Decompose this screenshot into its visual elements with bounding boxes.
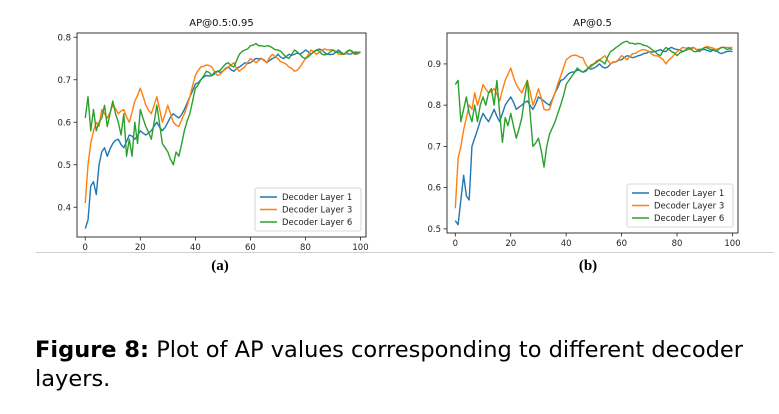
- legend-box: [626, 183, 734, 228]
- y-tick-label: 0.9: [427, 60, 441, 70]
- x-tick-label: 100: [352, 243, 368, 253]
- y-tick-label: 0.6: [427, 184, 441, 194]
- legend-box: [254, 187, 362, 232]
- x-tick-label: 80: [300, 243, 311, 253]
- y-tick-label: 0.8: [427, 101, 441, 111]
- y-tick-label: 0.7: [427, 142, 441, 152]
- chart-panel-0: AP@0.5:0.95 0 20 40 60 80 100 0.4 0.5 0.6 0.7 0.8 De…: [57, 18, 368, 253]
- x-tick-label: 80: [672, 239, 683, 249]
- x-tick-label: 20: [135, 243, 146, 253]
- y-tick-label: 0.4: [57, 203, 71, 213]
- panel-label-a: (a): [211, 258, 229, 274]
- series-line-3: [454, 40, 733, 168]
- x-tick-label: 0: [83, 243, 88, 253]
- y-tick-label: 0.5: [57, 161, 71, 171]
- x-tick-label: 40: [190, 243, 201, 253]
- legend-entry: Decoder Layer 3: [654, 202, 724, 212]
- legend-entry: Decoder Layer 6: [282, 218, 352, 228]
- series-line-2: [84, 48, 361, 204]
- chart-panel-1: AP@0.5 0 20 40 60 80 100 0.5 0.6 0.7 0.8 0.9 Decoder…: [427, 18, 740, 249]
- y-tick-label: 0.8: [57, 33, 71, 43]
- figure-caption: Figure 8: Plot of AP values correspondin…: [35, 336, 765, 394]
- legend-entry: Decoder Layer 3: [282, 206, 352, 216]
- panel-label-b: (b): [578, 258, 598, 274]
- x-tick-label: 60: [616, 239, 627, 249]
- figure-plots: AP@0.5:0.95 0 20 40 60 80 100 0.4 0.5 0.6 0.7 0.8 De…: [57, 18, 740, 253]
- plot-area-frame: [446, 32, 739, 234]
- chart-title: AP@0.5:0.95: [189, 18, 253, 29]
- x-tick-label: 60: [245, 243, 256, 253]
- plot-area-frame: [76, 32, 367, 238]
- y-tick-label: 0.7: [57, 76, 71, 86]
- x-tick-label: 0: [453, 239, 458, 249]
- caption-text: Plot of AP values corresponding to diffe…: [35, 337, 743, 392]
- y-tick-label: 0.5: [427, 225, 441, 235]
- figure-label: Figure 8:: [35, 337, 150, 363]
- legend-entry: Decoder Layer 6: [654, 214, 724, 224]
- x-tick-label: 40: [561, 239, 572, 249]
- legend-entry: Decoder Layer 1: [282, 193, 352, 203]
- y-tick-label: 0.6: [57, 118, 71, 128]
- chart-title: AP@0.5: [573, 18, 612, 29]
- x-tick-label: 100: [724, 239, 740, 249]
- series-line-3: [84, 42, 361, 166]
- legend-entry: Decoder Layer 1: [654, 189, 724, 199]
- x-tick-label: 20: [505, 239, 516, 249]
- figure-separator: [36, 252, 774, 253]
